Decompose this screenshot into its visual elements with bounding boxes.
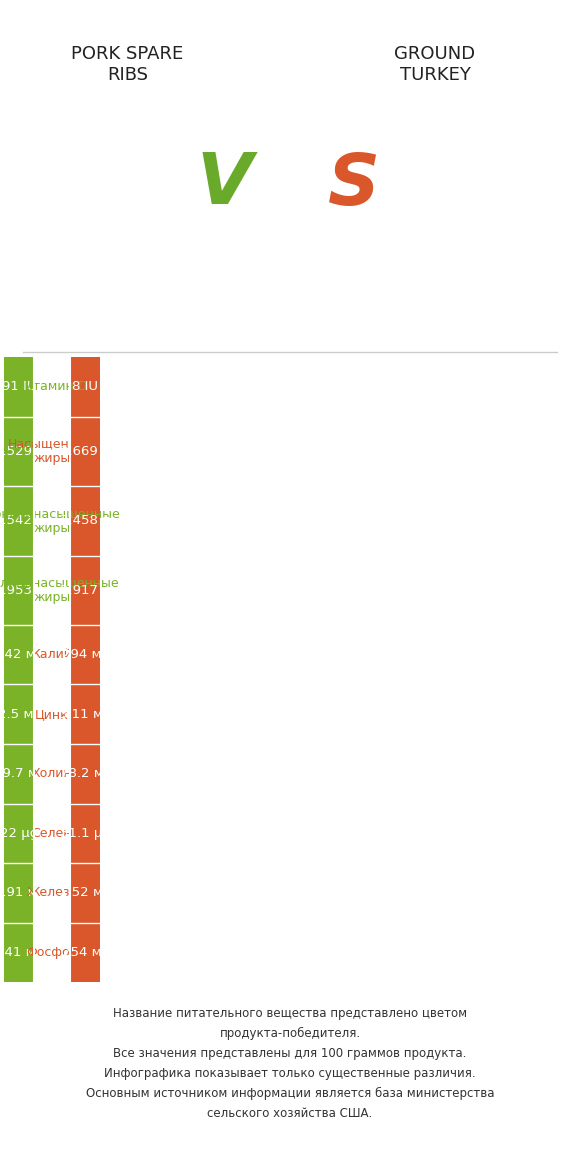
Text: 3.458 г: 3.458 г (60, 514, 110, 527)
Text: продукта-победителя.: продукта-победителя. (219, 1027, 361, 1040)
Text: Основным источником информации является база министерства: Основным источником информации является … (86, 1087, 494, 1100)
Text: Селен: Селен (32, 826, 72, 839)
Text: Фосфор: Фосфор (26, 946, 78, 959)
FancyBboxPatch shape (4, 923, 34, 981)
Text: 3.11 мг: 3.11 мг (59, 708, 111, 721)
FancyBboxPatch shape (4, 357, 34, 417)
Text: 0.91 мг: 0.91 мг (0, 886, 45, 899)
Text: 242 мг: 242 мг (0, 648, 42, 661)
FancyBboxPatch shape (70, 486, 100, 555)
Text: 2.5 мг: 2.5 мг (0, 708, 41, 721)
FancyBboxPatch shape (34, 803, 70, 863)
Text: Название питательного вещества представлено цветом: Название питательного вещества представл… (113, 1007, 467, 1020)
Text: Цинк: Цинк (35, 708, 69, 721)
Text: 141 мг: 141 мг (0, 946, 42, 959)
FancyBboxPatch shape (4, 744, 34, 803)
Text: Железо: Железо (27, 886, 78, 899)
Text: сельского хозяйства США.: сельского хозяйства США. (208, 1107, 372, 1120)
FancyBboxPatch shape (34, 417, 70, 486)
Text: 8 IU: 8 IU (72, 380, 98, 393)
FancyBboxPatch shape (70, 803, 100, 863)
Text: Насыщенные
жиры: Насыщенные жиры (8, 438, 96, 465)
Text: Все значения представлены для 100 граммов продукта.: Все значения представлены для 100 граммо… (113, 1047, 467, 1060)
Text: Инфографика показывает только существенные различия.: Инфографика показывает только существенн… (104, 1067, 476, 1080)
Text: Полиненасыщенные
жиры: Полиненасыщенные жиры (0, 576, 120, 605)
FancyBboxPatch shape (70, 923, 100, 981)
FancyBboxPatch shape (70, 357, 100, 417)
FancyBboxPatch shape (34, 923, 70, 981)
FancyBboxPatch shape (34, 744, 70, 803)
Text: GROUND
TURKEY: GROUND TURKEY (394, 45, 476, 83)
Text: 254 мг: 254 мг (61, 946, 108, 959)
FancyBboxPatch shape (34, 863, 70, 923)
Text: Калий: Калий (31, 648, 72, 661)
Text: 3.953 г: 3.953 г (0, 583, 44, 596)
Text: S: S (328, 150, 380, 220)
Text: 7.529 г: 7.529 г (0, 445, 44, 458)
FancyBboxPatch shape (4, 625, 34, 684)
Text: 78.2 мг: 78.2 мг (60, 768, 111, 781)
FancyBboxPatch shape (4, 684, 34, 744)
Text: PORK SPARE
RIBS: PORK SPARE RIBS (71, 45, 184, 83)
FancyBboxPatch shape (70, 625, 100, 684)
Text: Холин: Холин (32, 768, 72, 781)
FancyBboxPatch shape (34, 357, 70, 417)
FancyBboxPatch shape (4, 863, 34, 923)
FancyBboxPatch shape (70, 863, 100, 923)
FancyBboxPatch shape (34, 486, 70, 555)
Text: 1.52 мг: 1.52 мг (59, 886, 111, 899)
FancyBboxPatch shape (70, 684, 100, 744)
Text: 31.1 μg: 31.1 μg (60, 826, 110, 839)
Text: 8.542 г: 8.542 г (0, 514, 44, 527)
FancyBboxPatch shape (4, 803, 34, 863)
FancyBboxPatch shape (70, 555, 100, 625)
FancyBboxPatch shape (4, 555, 34, 625)
FancyBboxPatch shape (70, 417, 100, 486)
FancyBboxPatch shape (34, 684, 70, 744)
Text: Мононенасыщенные
жиры: Мононенасыщенные жиры (0, 507, 121, 535)
FancyBboxPatch shape (34, 625, 70, 684)
FancyBboxPatch shape (34, 555, 70, 625)
Text: 22 μg: 22 μg (0, 826, 38, 839)
Text: 2.669 г: 2.669 г (60, 445, 110, 458)
Text: 59.7 мг: 59.7 мг (0, 768, 45, 781)
Text: Витамин D: Витамин D (16, 380, 88, 393)
Text: 294 мг: 294 мг (61, 648, 108, 661)
Text: V: V (197, 150, 252, 220)
FancyBboxPatch shape (4, 486, 34, 555)
FancyBboxPatch shape (4, 417, 34, 486)
Text: 91 IU: 91 IU (2, 380, 36, 393)
FancyBboxPatch shape (70, 744, 100, 803)
Text: 2.917 г: 2.917 г (60, 583, 110, 596)
